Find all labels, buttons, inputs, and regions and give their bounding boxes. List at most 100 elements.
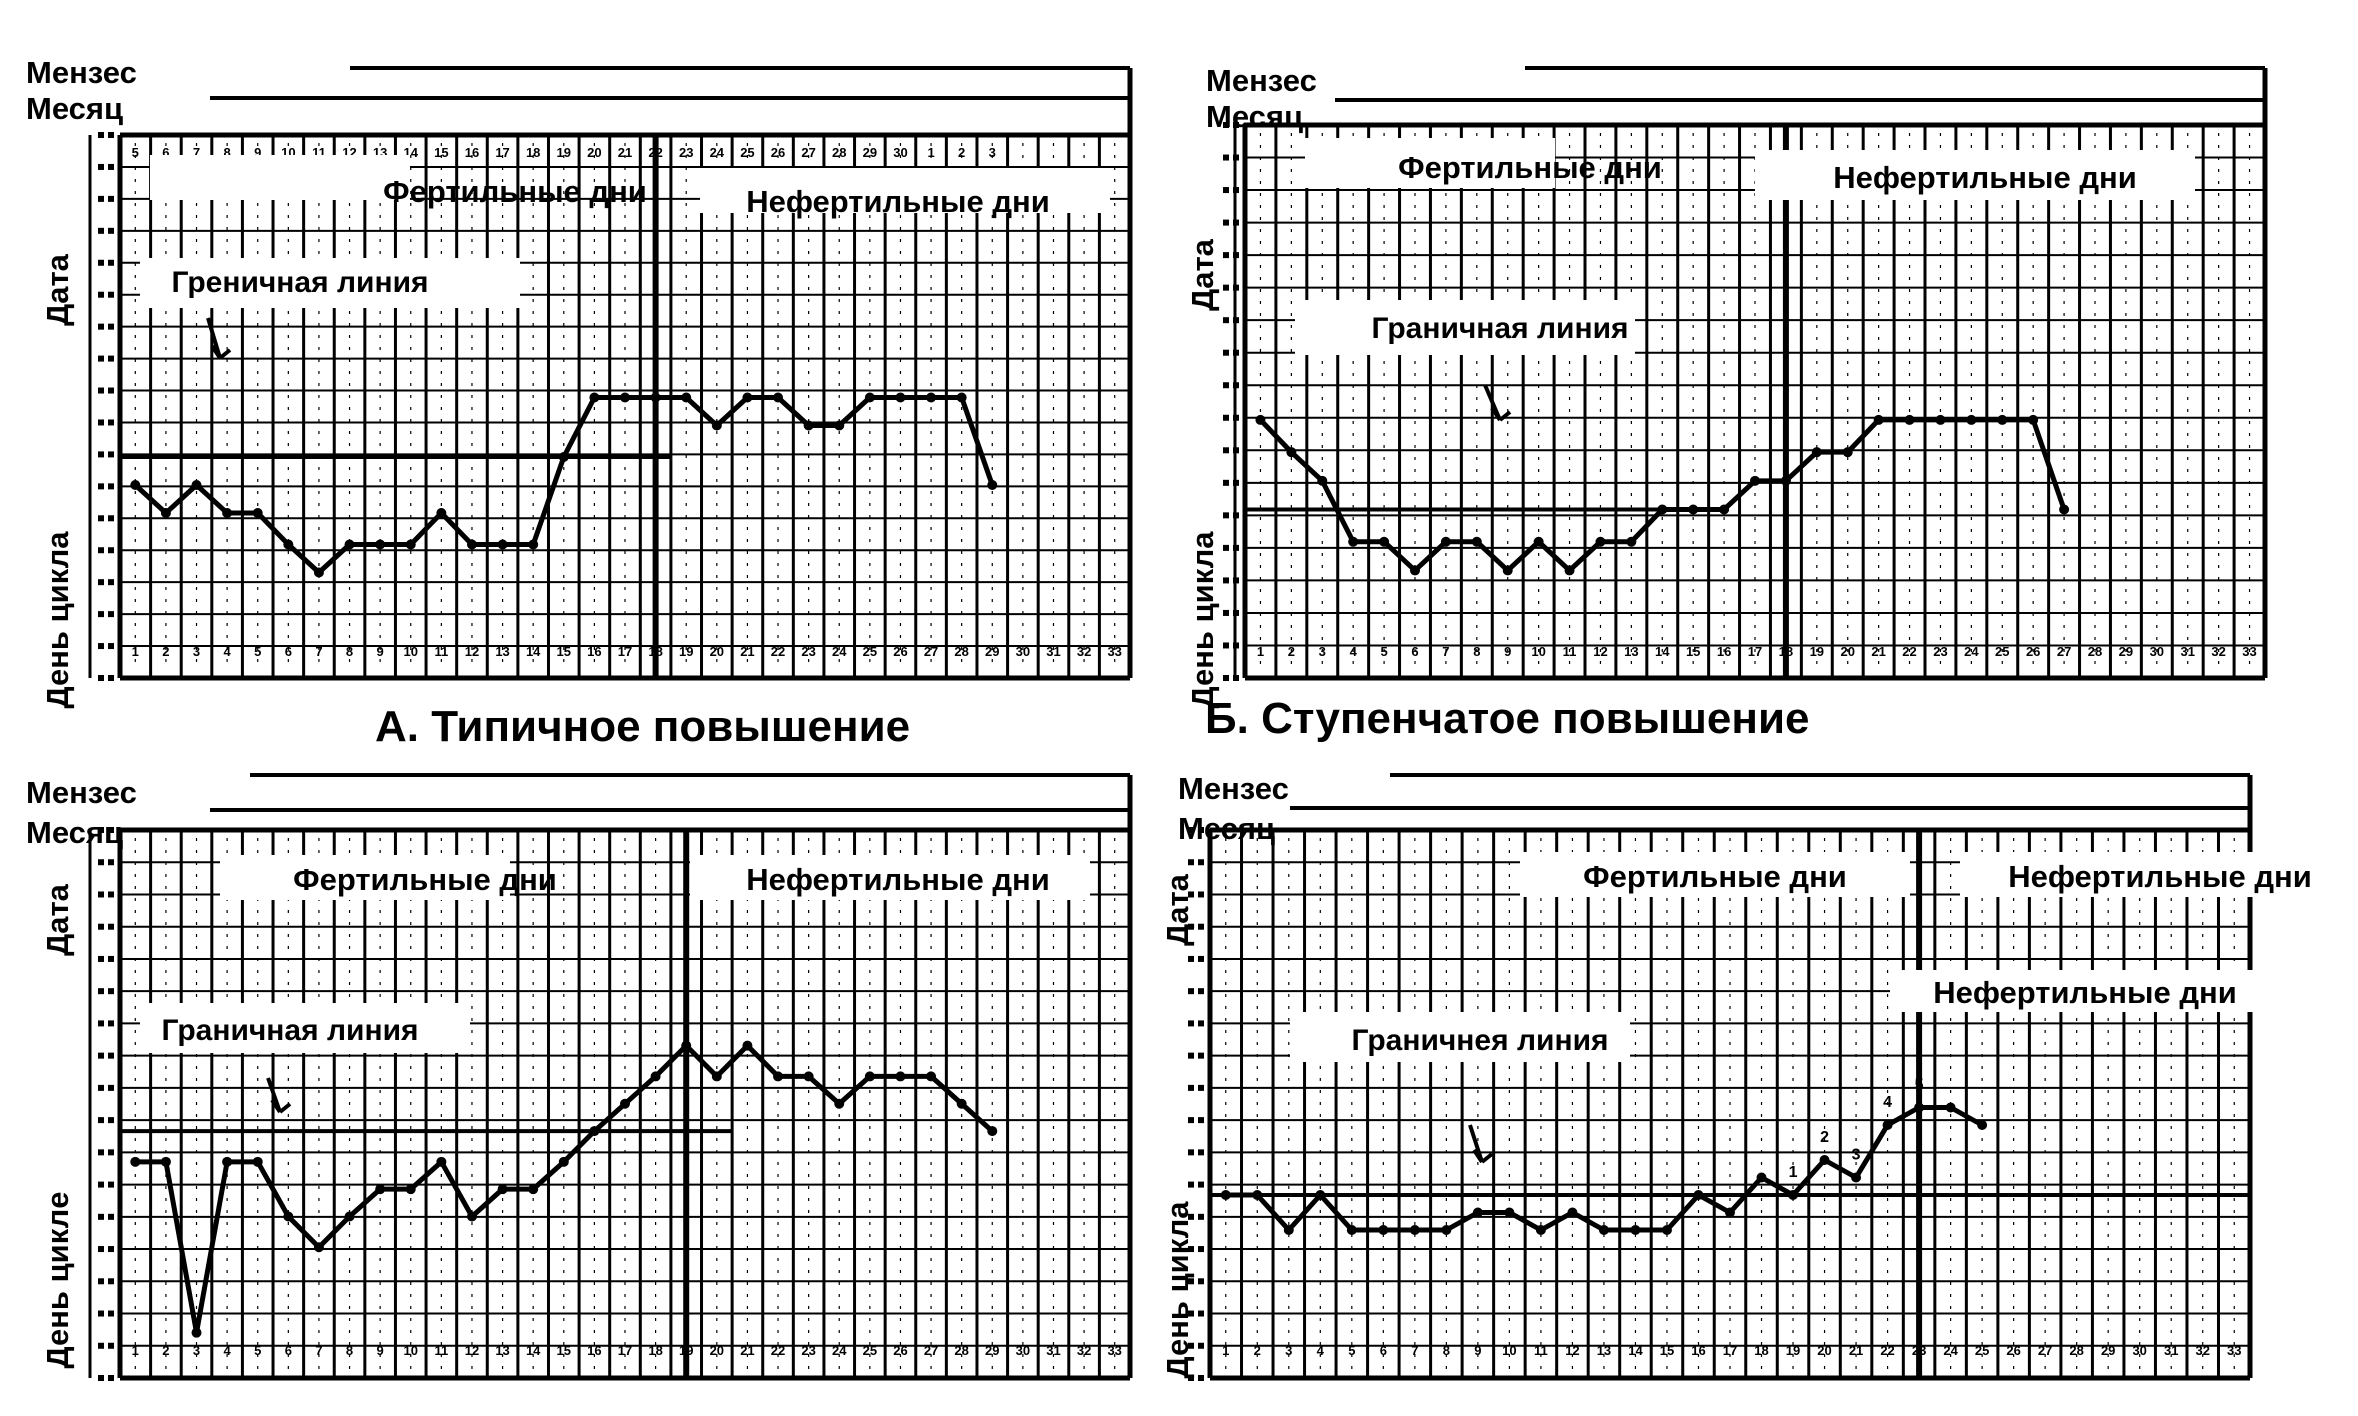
cycle-day-tick-label: 15 [557,644,571,659]
cycle-day-tick-label: 13 [1624,644,1638,659]
scale-tick-mark [108,1084,114,1091]
cycle-day-tick-label: 32 [1077,1343,1091,1358]
infertile-label-box-2 [1890,970,2280,1012]
cycle-day-tick-label: 20 [1817,1343,1831,1358]
scale-tick-mark [1188,1342,1194,1349]
scale-tick-mark [108,1052,114,1059]
scale-tick-mark [108,323,114,330]
fertile-label-box [1520,852,1910,897]
cycle-day-tick-label: 25 [863,1343,877,1358]
infertile-label-box [1960,852,2340,897]
cycle-day-tick-label: 3 [193,644,200,659]
scale-tick-mark [98,1342,104,1349]
cycle-day-tick-label: 5 [254,644,261,659]
scale-tick-mark [108,515,114,522]
cycle-day-tick-label: 28 [2088,644,2102,659]
scale-tick-mark [108,1375,114,1381]
cycle-day-tick-label: 22 [1880,1343,1894,1358]
scale-tick-mark [98,1310,104,1317]
scale-tick-mark [108,387,114,394]
cycle-day-tick-label: 8 [1443,1343,1450,1358]
cycle-day-tick-label: 8 [1473,644,1480,659]
scale-tick-mark [1198,1342,1204,1349]
date-row-number: 8 [224,145,231,160]
cycle-day-tick-label: 8 [346,1343,353,1358]
temperature-point [1688,504,1699,515]
month-label: Месяц [1206,99,1304,134]
scale-tick-mark [98,291,104,298]
temperature-point [742,1040,753,1051]
date-row-number: 19 [557,145,571,160]
temperature-point [283,1211,294,1222]
scale-tick-mark [1223,349,1229,356]
caption-b: Б. Ступенчатое повышение [1205,694,1810,743]
date-axis-label: Дата [40,253,75,326]
temperature-point [1595,536,1606,547]
temperature-point [375,539,386,550]
fertile-label-box [150,155,410,200]
temperature-point [1966,414,1977,425]
cycle-day-tick-label: 9 [1504,644,1511,659]
scale-tick-mark [1223,284,1229,291]
cycle-day-tick-label: 2 [1254,1343,1261,1358]
cycle-day-tick-label: 18 [1754,1343,1768,1358]
scale-tick-mark [98,483,104,490]
cycle-day-tick-label: 27 [924,1343,938,1358]
temperature-point [1409,1225,1420,1235]
temperature-point [620,392,630,403]
scale-tick-mark [1198,827,1204,833]
temperature-point [1788,1190,1799,1200]
temperature-point [589,1126,600,1137]
temperature-point [528,539,539,550]
scale-tick-mark [98,1213,104,1220]
scale-tick-mark [1223,544,1229,551]
temperature-point [222,1156,233,1167]
scale-tick-mark [1188,1213,1194,1220]
scale-tick-mark [1198,1052,1204,1059]
scale-tick-mark [98,1149,104,1156]
temperature-point [1873,414,1884,425]
scale-tick-mark [98,827,104,833]
scale-tick-mark [1188,827,1194,833]
fertile-label-box [220,855,510,900]
scale-tick-mark [98,547,104,554]
cycle-day-tick-label: 25 [863,644,877,659]
boundary-arrow [266,1077,292,1114]
temperature-point [1997,414,2008,425]
scale-tick-mark [98,1020,104,1027]
scale-tick-mark [108,195,114,202]
scale-tick-mark [98,923,104,930]
temperature-point [344,539,355,550]
scale-tick-mark [1198,955,1204,962]
scale-tick-mark [108,611,114,618]
cycle-day-tick-label: 26 [893,1343,907,1358]
temperature-point [864,392,875,403]
scale-tick-mark [108,483,114,490]
chart-c: Фертильные дни Нефертильные дни Граничная … [40,773,1133,1381]
temperature-point [1441,1225,1452,1235]
cycle-day-tick-label: 31 [1046,1343,1060,1358]
cycle-day-tick-label: 6 [285,644,292,659]
cycle-day-tick-label: 23 [1912,1343,1926,1358]
cycle-day-tick-label: 31 [1046,644,1060,659]
caption-a: А. Типичное повышение [375,702,911,751]
date-row-number: 30 [893,145,907,160]
cycle-day-tick-label: 19 [1810,644,1824,659]
cycle-day-tick-label: 6 [1380,1343,1387,1358]
scale-tick-mark [108,355,114,362]
infertile-label-box [700,168,1110,213]
temperature-point [864,1071,875,1082]
cycle-day-tick-label: 30 [1016,1343,1030,1358]
temperature-point [1220,1190,1231,1200]
scale-tick-mark [108,1342,114,1349]
fertile-days-label: Фертильные дни [1398,150,1662,185]
scale-tick-mark [1198,1020,1204,1027]
cycle-day-tick-label: 9 [377,1343,384,1358]
date-row-number: 16 [465,145,479,160]
fertile-days-label: Фертильные дни [383,174,647,209]
cycle-day-tick-label: 25 [1995,644,2009,659]
chart-d: Фертильные дни Нефертильные дни Нефертильн… [1160,773,2340,1381]
temperature-point [1564,565,1575,576]
scale-tick-mark [108,419,114,426]
cycle-day-tick-label: 15 [1686,644,1700,659]
